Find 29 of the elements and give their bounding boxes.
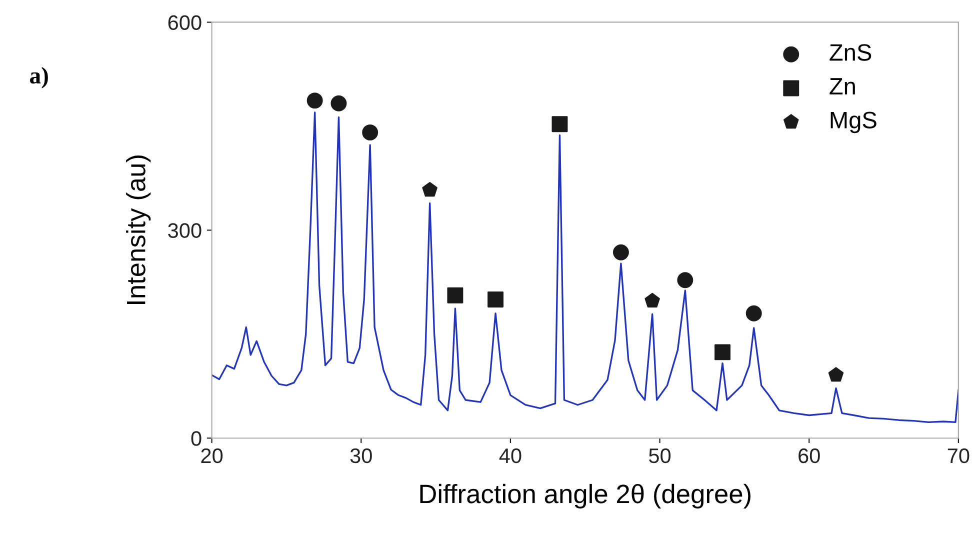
x-tick-label: 70 [948,448,970,464]
y-tick-label: 300 [168,223,202,238]
x-tick-label: 20 [201,448,223,464]
text: a) [30,67,48,88]
y-axis-title: Intensity (au) [126,156,151,304]
y-tick-label: 0 [191,431,202,446]
y-tick-label: 600 [168,15,202,30]
legend-label: Zn [830,78,855,94]
legend-label: ZnS [830,44,872,61]
line-series [212,112,958,424]
x-tick-label: 30 [350,448,372,464]
point [552,116,568,132]
x-tick-label: 60 [798,448,820,464]
point [828,367,844,382]
point [422,182,438,197]
point [362,124,378,140]
point [488,292,504,308]
x-axis-title: Diffraction angle 2θ (degree) [420,484,750,509]
point [746,305,762,322]
point [612,244,629,260]
x-tick-label: 50 [649,448,671,464]
point [330,95,347,112]
point [306,92,323,109]
legend-label: MgS [830,112,876,134]
point [714,344,730,360]
point [447,287,464,304]
point [677,272,694,288]
x-tick-label: 40 [499,448,522,464]
point [644,292,660,308]
